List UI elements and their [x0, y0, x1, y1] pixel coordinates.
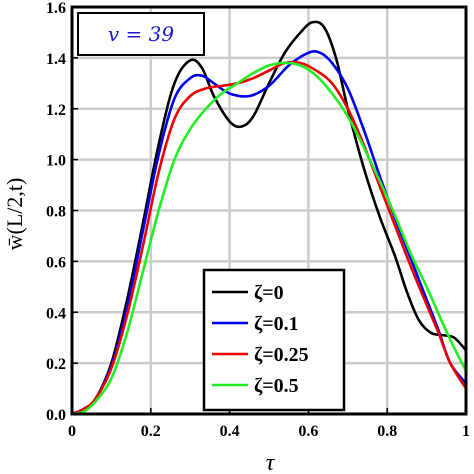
- legend-label: ζ=0: [254, 282, 284, 304]
- y-axis-label: w̄(L/2,t): [2, 178, 27, 251]
- y-tick-label: 0.0: [46, 407, 66, 424]
- x-tick-label: 0: [68, 423, 76, 440]
- y-tick-label: 0.4: [46, 305, 66, 322]
- legend-label: ζ=0.1: [254, 313, 299, 335]
- x-tick-label: 0.4: [220, 423, 240, 440]
- legend-label: ζ=0.5: [254, 375, 299, 397]
- y-tick-label: 1.0: [46, 153, 66, 170]
- series-line-1: [71, 50, 468, 416]
- x-tick-labels: 0 0.2 0.4 0.6 0.8 1: [68, 423, 470, 440]
- series-line-0: [71, 20, 467, 416]
- annotation-text: v = 39: [108, 22, 174, 46]
- series-line-2: [71, 60, 468, 416]
- series-lines: [71, 20, 468, 416]
- annotation-box: v = 39: [77, 12, 205, 56]
- legend-label: ζ=0.25: [254, 344, 309, 366]
- y-tick-label: 0.2: [46, 356, 66, 373]
- x-tick-label: 0.2: [141, 423, 161, 440]
- y-tick-label: 1.2: [46, 102, 66, 119]
- legend-box: [202, 268, 346, 412]
- x-tick-label: 0.6: [298, 423, 318, 440]
- y-tick-label: 1.4: [46, 51, 66, 68]
- x-tick-label: 0.8: [377, 423, 397, 440]
- series-line-3: [71, 61, 468, 416]
- x-axis-label: τ: [266, 450, 276, 474]
- y-tick-label: 1.6: [46, 0, 66, 17]
- y-tick-labels: 0.0 0.2 0.4 0.6 0.8 1.0 1.2 1.4 1.6: [46, 0, 66, 424]
- y-tick-label: 0.8: [46, 204, 66, 221]
- x-tick-label: 1: [462, 423, 470, 440]
- y-tick-label: 0.6: [46, 254, 66, 271]
- legend: ζ=0 ζ=0.1 ζ=0.25 ζ=0.5: [202, 268, 346, 412]
